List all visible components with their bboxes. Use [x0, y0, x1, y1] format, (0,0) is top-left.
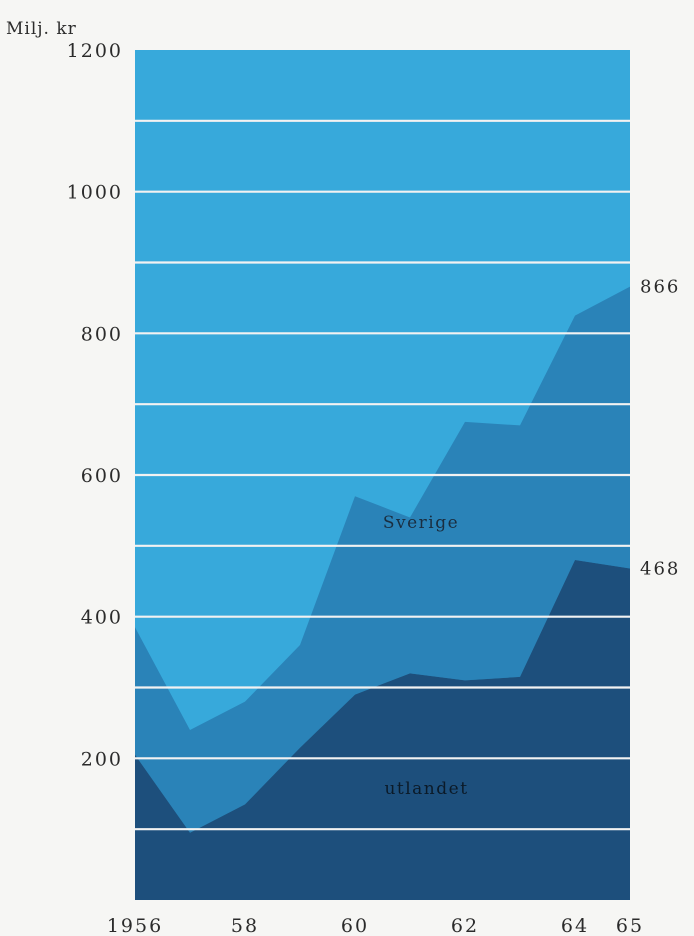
x-tick-label: 1956 — [107, 915, 163, 936]
x-tick-label: 64 — [561, 915, 589, 936]
y-axis-label: Milj. kr — [6, 19, 77, 39]
y-tick-label: 200 — [81, 748, 123, 770]
y-tick-label: 600 — [81, 465, 123, 487]
area-utlandet — [135, 560, 630, 900]
series-label-utlandet: utlandet — [384, 779, 468, 799]
end-value-label: 866 — [640, 277, 680, 298]
x-tick-label: 58 — [231, 915, 259, 936]
x-tick-label: 60 — [341, 915, 369, 936]
end-value-label: 468 — [640, 559, 680, 580]
x-tick-label: 65 — [616, 915, 644, 936]
y-tick-label: 800 — [81, 323, 123, 345]
area-sverige — [135, 286, 630, 833]
x-tick-label: 62 — [451, 915, 479, 936]
y-tick-label: 1200 — [67, 40, 123, 62]
y-tick-label: 1000 — [67, 182, 123, 204]
y-tick-label: 400 — [81, 607, 123, 629]
series-label-sverige: Sverige — [383, 513, 459, 533]
